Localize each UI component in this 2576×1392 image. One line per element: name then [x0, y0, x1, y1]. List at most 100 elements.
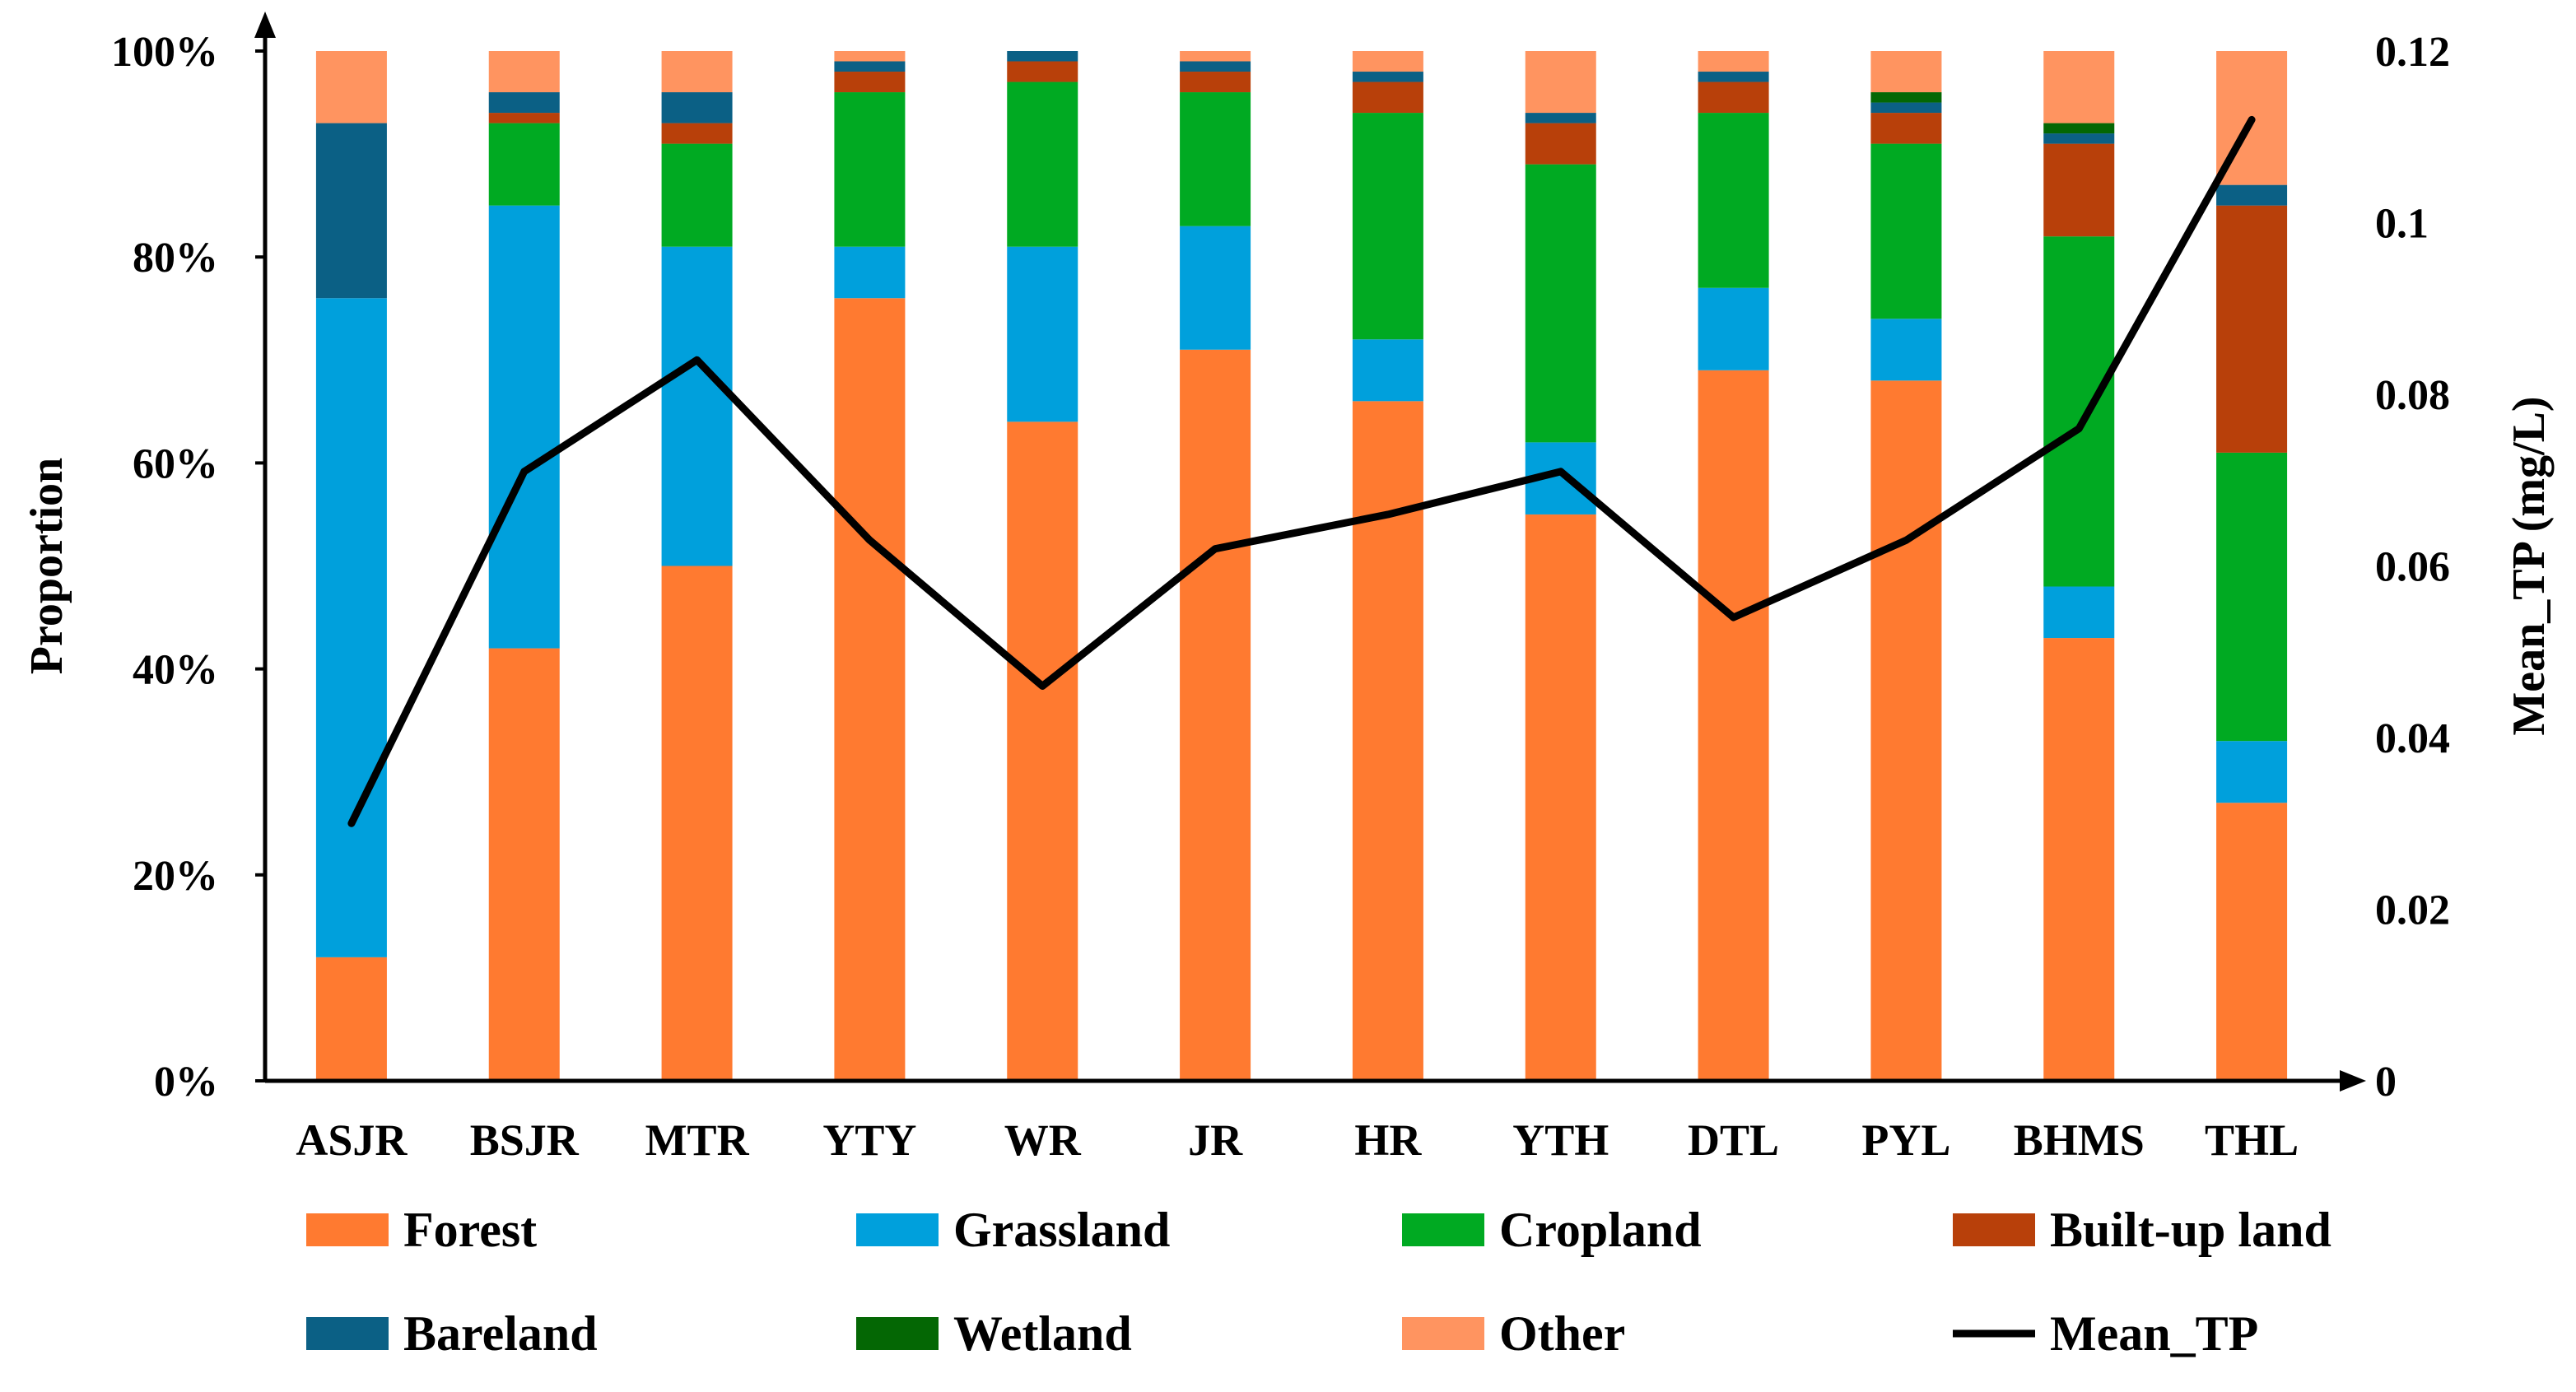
- bar-segment-thl-forest: [2216, 803, 2288, 1081]
- mean-tp-point-thl: [2251, 119, 2253, 121]
- bar-segment-yty-grassland: [834, 246, 906, 299]
- bar-segment-yty-forest: [834, 298, 906, 1081]
- bar-segment-bsjr-built-up-land: [488, 113, 560, 123]
- bar-segment-yty-cropland: [834, 92, 906, 247]
- legend-label-other: Other: [1499, 1306, 1625, 1361]
- bar-segment-asjr-grassland: [315, 298, 387, 957]
- bar-segment-hr-forest: [1352, 401, 1423, 1082]
- bar-segment-asjr-other: [315, 51, 387, 123]
- legend-swatch-wetland: [856, 1317, 939, 1350]
- legend-swatch-forest: [306, 1213, 389, 1246]
- category-label-asjr: ASJR: [296, 1115, 408, 1165]
- bar-segment-pyl-bareland: [1870, 102, 1942, 114]
- bar-segment-yth-bareland: [1525, 113, 1596, 123]
- bar-segment-thl-bareland: [2216, 184, 2288, 206]
- bar-segment-mtr-grassland: [661, 246, 733, 566]
- bar-segment-bsjr-cropland: [488, 123, 560, 206]
- bar-segment-thl-cropland: [2216, 452, 2288, 742]
- bar-segment-bhms-built-up-land: [2043, 143, 2115, 237]
- right-tick-label: 0.08: [2375, 372, 2450, 419]
- bar-segment-bhms-forest: [2043, 638, 2115, 1081]
- bar-segment-mtr-bareland: [661, 92, 733, 123]
- left-tick-label: 60%: [133, 440, 218, 487]
- mean-tp-point-asjr: [350, 822, 352, 825]
- bar-segment-bhms-bareland: [2043, 133, 2115, 144]
- right-tick-label: 0.12: [2375, 29, 2450, 76]
- bar-segment-dtl-other: [1698, 51, 1769, 72]
- category-label-bhms: BHMS: [2014, 1115, 2145, 1165]
- axes-layer: 0% 20% 40% 60% 80% 100% 0 0.02 0.04 0.06 0.08 0.1 0.…: [21, 12, 2555, 1165]
- left-tick-label: 80%: [133, 235, 218, 282]
- bar-segment-bsjr-forest: [488, 648, 560, 1081]
- bar-segment-pyl-cropland: [1870, 143, 1942, 319]
- bar-segment-bhms-grassland: [2043, 586, 2115, 639]
- mean-tp-point-pyl: [1905, 539, 1908, 542]
- x-axis-arrow: [2340, 1070, 2366, 1092]
- bar-segment-yty-built-up-land: [834, 72, 906, 93]
- bar-segment-pyl-grassland: [1870, 319, 1942, 381]
- bar-segment-hr-bareland: [1352, 72, 1423, 82]
- right-tick-label: 0.02: [2375, 887, 2450, 934]
- bar-segment-hr-other: [1352, 51, 1423, 72]
- mean-tp-point-hr: [1386, 513, 1389, 515]
- legend-label-built-up-land: Built-up land: [2050, 1203, 2331, 1257]
- bar-segment-hr-cropland: [1352, 113, 1423, 340]
- bar-segment-mtr-forest: [661, 566, 733, 1081]
- bar-segment-pyl-other: [1870, 51, 1942, 93]
- category-label-yty: YTY: [822, 1115, 916, 1165]
- left-tick-label: 0%: [154, 1059, 218, 1106]
- bar-segment-jr-forest: [1180, 349, 1251, 1081]
- legend-swatch-other: [1402, 1317, 1484, 1350]
- left-tick-label: 100%: [111, 29, 218, 76]
- bar-segment-yth-forest: [1525, 514, 1596, 1081]
- bar-segment-thl-built-up-land: [2216, 205, 2288, 453]
- legend-label-forest: Forest: [403, 1203, 537, 1257]
- bar-segment-dtl-built-up-land: [1698, 81, 1769, 114]
- left-axis-title: Proportion: [21, 458, 72, 674]
- bar-segment-jr-built-up-land: [1180, 72, 1251, 93]
- category-label-yth: YTH: [1512, 1115, 1609, 1165]
- right-axis-title: Mean_TP (mg/L): [2504, 396, 2555, 735]
- bar-segment-yty-bareland: [834, 61, 906, 72]
- right-tick-label: 0.04: [2375, 715, 2450, 762]
- mean-tp-point-mtr: [696, 359, 698, 361]
- bar-segment-dtl-grassland: [1698, 287, 1769, 370]
- bar-segment-dtl-forest: [1698, 370, 1769, 1081]
- left-y-axis-arrow: [254, 12, 276, 38]
- mean-tp-point-yty: [869, 539, 871, 542]
- bar-segment-mtr-cropland: [661, 143, 733, 247]
- legend-label-mean-tp: Mean_TP: [2050, 1306, 2258, 1361]
- legend-label-wetland: Wetland: [953, 1306, 1132, 1361]
- legend: Forest Grassland Cropland Built-up land Bare…: [306, 1203, 2331, 1361]
- left-tick-label: 40%: [133, 647, 218, 694]
- bar-segment-thl-grassland: [2216, 741, 2288, 803]
- bar-segment-yth-cropland: [1525, 164, 1596, 443]
- bar-segment-hr-built-up-land: [1352, 81, 1423, 114]
- bar-segment-yth-built-up-land: [1525, 123, 1596, 165]
- bar-segment-dtl-cropland: [1698, 113, 1769, 288]
- legend-label-cropland: Cropland: [1499, 1203, 1702, 1257]
- legend-label-grassland: Grassland: [953, 1203, 1170, 1257]
- bar-segment-wr-cropland: [1007, 81, 1078, 247]
- bar-segment-pyl-wetland: [1870, 92, 1942, 103]
- bar-segment-yth-other: [1525, 51, 1596, 114]
- legend-swatch-grassland: [856, 1213, 939, 1246]
- right-tick-label: 0.06: [2375, 544, 2450, 591]
- category-label-hr: HR: [1354, 1115, 1422, 1165]
- legend-swatch-built-up-land: [1953, 1213, 2035, 1246]
- category-label-pyl: PYL: [1861, 1115, 1950, 1165]
- bar-segment-pyl-built-up-land: [1870, 113, 1942, 144]
- mean-tp-point-bsjr: [523, 470, 525, 473]
- mean-tp-point-wr: [1041, 685, 1044, 687]
- category-label-thl: THL: [2205, 1115, 2299, 1165]
- bar-segment-jr-other: [1180, 51, 1251, 62]
- bar-segment-pyl-forest: [1870, 380, 1942, 1081]
- category-label-bsjr: BSJR: [470, 1115, 580, 1165]
- right-tick-label: 0: [2375, 1059, 2397, 1106]
- mean-tp-point-yth: [1559, 470, 1562, 473]
- category-label-mtr: MTR: [645, 1115, 750, 1165]
- mean-tp-point-dtl: [1732, 617, 1735, 619]
- bar-segment-bhms-wetland: [2043, 123, 2115, 134]
